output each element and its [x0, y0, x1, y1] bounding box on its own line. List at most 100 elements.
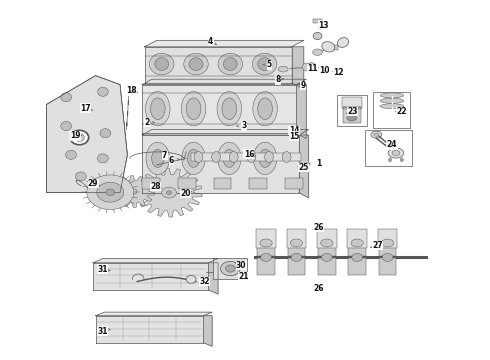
Polygon shape: [142, 85, 296, 133]
Ellipse shape: [70, 130, 89, 145]
Ellipse shape: [229, 152, 238, 162]
Ellipse shape: [252, 53, 277, 75]
Bar: [191, 153, 301, 161]
Bar: [256, 229, 276, 248]
Ellipse shape: [186, 98, 201, 120]
Text: 32: 32: [199, 277, 210, 286]
Ellipse shape: [308, 63, 315, 68]
Ellipse shape: [347, 115, 357, 121]
Ellipse shape: [320, 239, 333, 247]
Ellipse shape: [374, 133, 379, 136]
Ellipse shape: [212, 152, 220, 162]
Ellipse shape: [151, 149, 164, 167]
Text: 26: 26: [313, 223, 324, 232]
Text: 1: 1: [316, 159, 321, 168]
Text: 18: 18: [126, 86, 137, 95]
Text: 22: 22: [396, 107, 407, 116]
Ellipse shape: [282, 152, 291, 162]
Bar: [330, 45, 338, 50]
Polygon shape: [112, 176, 155, 207]
Ellipse shape: [290, 239, 303, 247]
Ellipse shape: [302, 63, 311, 71]
Text: 29: 29: [88, 179, 98, 188]
Ellipse shape: [382, 239, 394, 247]
Polygon shape: [142, 79, 306, 85]
Polygon shape: [145, 40, 304, 47]
Text: 24: 24: [387, 140, 397, 149]
Ellipse shape: [382, 253, 393, 261]
Bar: [373, 92, 410, 128]
Ellipse shape: [146, 142, 170, 175]
Text: 30: 30: [236, 261, 246, 270]
Text: 11: 11: [307, 64, 318, 73]
Text: 10: 10: [319, 66, 330, 75]
Ellipse shape: [380, 104, 404, 109]
Ellipse shape: [217, 91, 242, 126]
Ellipse shape: [223, 149, 235, 167]
Polygon shape: [203, 316, 212, 346]
Text: 13: 13: [318, 21, 329, 30]
Ellipse shape: [260, 239, 272, 247]
Ellipse shape: [371, 131, 382, 138]
Text: 23: 23: [347, 107, 358, 116]
Bar: [288, 258, 305, 275]
Text: 7: 7: [162, 151, 167, 160]
Ellipse shape: [98, 87, 108, 96]
Ellipse shape: [184, 53, 208, 75]
Bar: [142, 178, 160, 189]
Ellipse shape: [389, 158, 392, 162]
Ellipse shape: [74, 134, 84, 141]
Ellipse shape: [351, 239, 364, 247]
Text: 19: 19: [70, 131, 80, 140]
Ellipse shape: [321, 253, 332, 261]
Ellipse shape: [181, 91, 206, 126]
Polygon shape: [299, 135, 309, 198]
Bar: [365, 130, 412, 166]
Text: 25: 25: [298, 163, 309, 172]
Text: 17: 17: [80, 104, 91, 112]
Bar: [337, 95, 367, 126]
Text: 27: 27: [372, 241, 383, 250]
Polygon shape: [142, 130, 309, 135]
Ellipse shape: [313, 49, 322, 55]
Text: 16: 16: [244, 150, 254, 158]
Polygon shape: [296, 85, 306, 139]
Ellipse shape: [322, 42, 335, 52]
Text: 21: 21: [239, 272, 249, 281]
Polygon shape: [292, 47, 304, 89]
Ellipse shape: [218, 53, 243, 75]
Ellipse shape: [400, 158, 403, 162]
Bar: [348, 238, 366, 256]
Bar: [379, 258, 396, 275]
Ellipse shape: [220, 261, 240, 276]
Text: 31: 31: [98, 265, 108, 274]
Ellipse shape: [75, 172, 86, 181]
Bar: [318, 258, 336, 275]
Polygon shape: [96, 312, 212, 316]
Text: 2: 2: [145, 118, 149, 127]
Text: 6: 6: [169, 156, 174, 165]
Ellipse shape: [253, 142, 277, 175]
Ellipse shape: [98, 154, 108, 163]
Text: 4: 4: [208, 37, 213, 46]
Text: 28: 28: [150, 182, 161, 191]
Ellipse shape: [259, 149, 271, 167]
Text: 31: 31: [98, 327, 108, 336]
Ellipse shape: [388, 148, 404, 158]
Ellipse shape: [149, 53, 174, 75]
Ellipse shape: [218, 142, 241, 175]
Polygon shape: [93, 263, 208, 290]
Bar: [348, 258, 366, 275]
Ellipse shape: [155, 58, 169, 71]
Ellipse shape: [61, 122, 72, 130]
Ellipse shape: [167, 191, 172, 194]
Ellipse shape: [380, 93, 404, 98]
Text: 14: 14: [289, 126, 299, 135]
Ellipse shape: [352, 253, 363, 261]
Bar: [317, 229, 337, 248]
Bar: [343, 107, 361, 123]
Ellipse shape: [146, 91, 170, 126]
Ellipse shape: [265, 152, 273, 162]
Bar: [288, 238, 305, 256]
Ellipse shape: [258, 58, 271, 71]
